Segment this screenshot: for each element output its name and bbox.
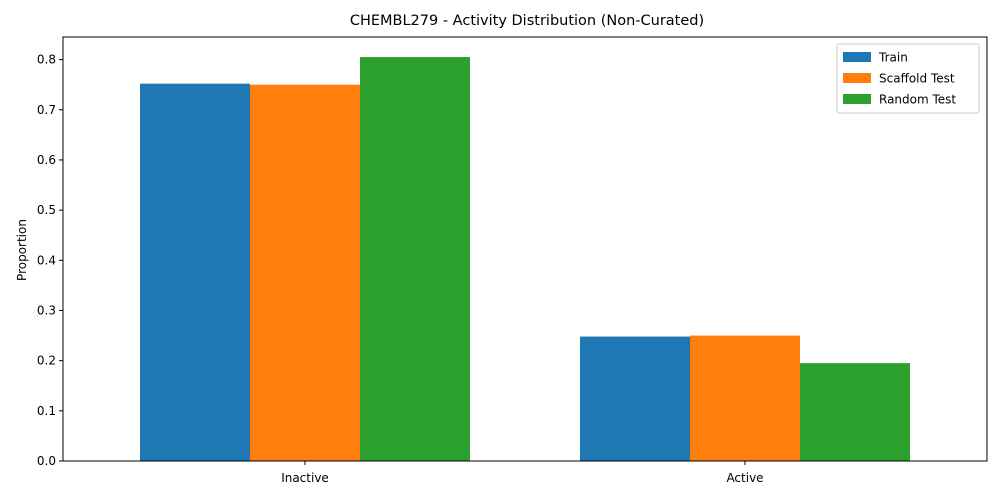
bar-train-active — [580, 336, 690, 461]
bar-random-test-active — [800, 363, 910, 461]
y-tick-label: 0.5 — [37, 203, 56, 217]
bar-train-inactive — [140, 83, 250, 462]
x-tick-label: Active — [726, 471, 763, 485]
legend-swatch — [843, 73, 871, 83]
legend-swatch — [843, 52, 871, 62]
y-tick-label: 0.7 — [37, 103, 56, 117]
y-tick-label: 0.4 — [37, 253, 56, 267]
y-tick-label: 0.6 — [37, 153, 56, 167]
bar-scaffold-test-active — [690, 335, 800, 461]
y-tick-label: 0.8 — [37, 53, 56, 67]
bar-scaffold-test-inactive — [250, 84, 360, 462]
legend-box — [836, 43, 980, 114]
legend-label: Scaffold Test — [879, 72, 955, 86]
legend-label: Random Test — [879, 93, 956, 107]
y-tick-label: 0.0 — [37, 454, 56, 468]
y-tick-label: 0.3 — [37, 303, 56, 317]
y-tick-label: 0.2 — [37, 354, 56, 368]
y-axis-label: Proportion — [15, 219, 29, 281]
legend-swatch — [843, 94, 871, 104]
chart-title: CHEMBL279 - Activity Distribution (Non-C… — [350, 13, 704, 29]
legend-label: Train — [878, 51, 908, 65]
y-tick-label: 0.1 — [37, 404, 56, 418]
axes-layer: 0.0 0.1 0.2 0.3 0.4 0.5 0.6 0.7 0.8 Inactive Activ… — [37, 36, 988, 485]
bars-layer — [140, 57, 910, 462]
bar-random-test-inactive — [360, 57, 470, 461]
x-tick-label: Inactive — [281, 471, 329, 485]
legend: Train Scaffold Test Random Test — [836, 43, 980, 114]
plot-frame — [62, 36, 988, 462]
